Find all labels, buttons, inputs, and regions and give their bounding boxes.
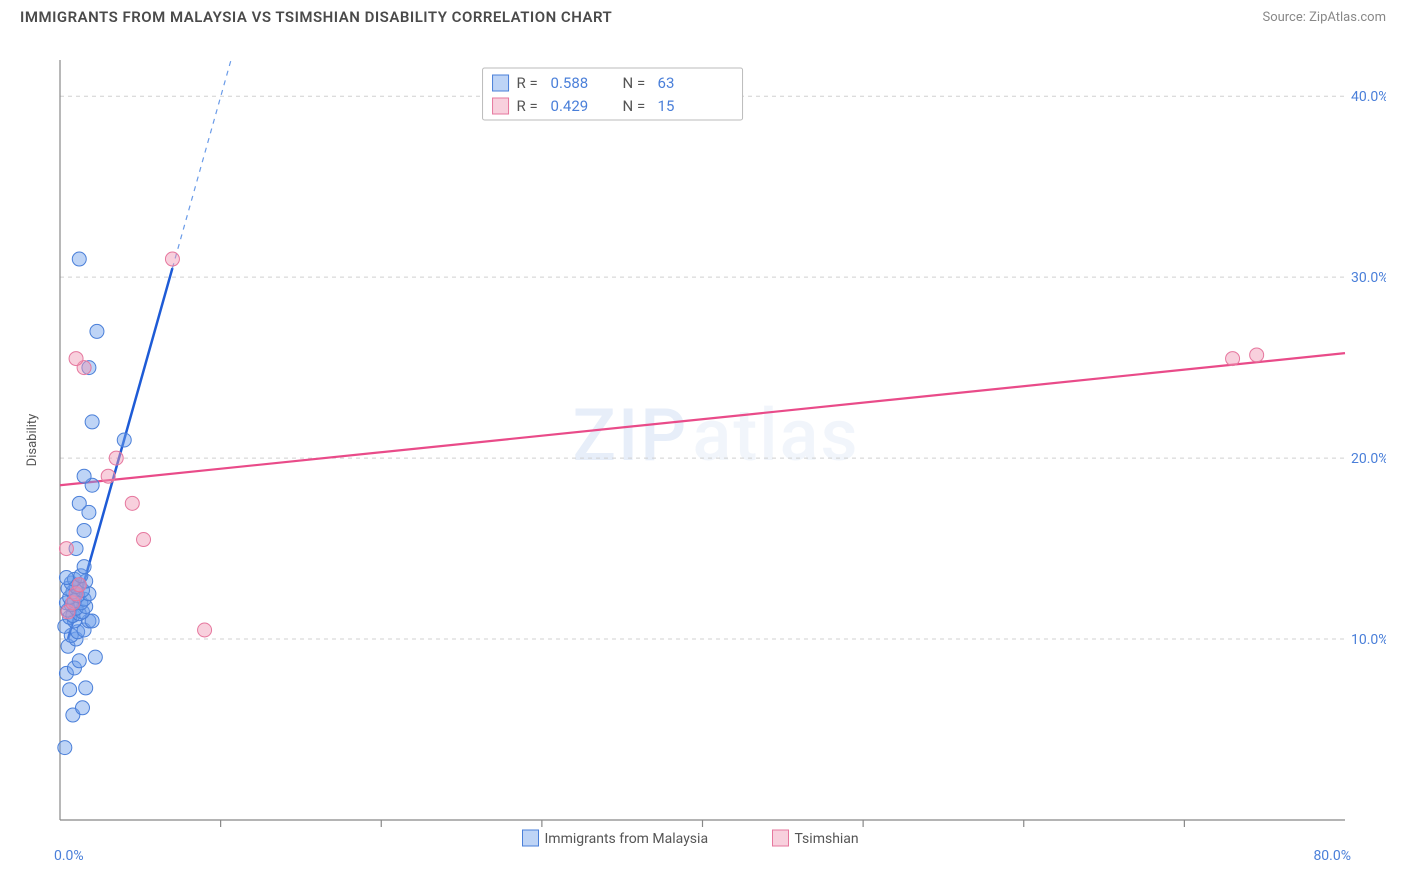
- legend-r-label: R =: [517, 74, 538, 92]
- legend-r-value: 0.588: [551, 74, 589, 92]
- legend-n-label: N =: [623, 97, 646, 115]
- data-point: [165, 252, 179, 266]
- data-point: [72, 578, 86, 592]
- chart-header: IMMIGRANTS FROM MALAYSIA VS TSIMSHIAN DI…: [0, 0, 1406, 30]
- data-point: [77, 469, 91, 483]
- chart-area: ZIPatlas10.0%20.0%30.0%40.0%0.0%80.0%Dis…: [20, 40, 1386, 872]
- legend-n-value: 63: [658, 74, 675, 92]
- data-point: [75, 701, 89, 715]
- data-point: [125, 496, 139, 510]
- data-point: [117, 433, 131, 447]
- data-point: [101, 469, 115, 483]
- data-point: [1226, 352, 1240, 366]
- data-point: [72, 252, 86, 266]
- legend-n-value: 15: [658, 97, 675, 115]
- data-point: [77, 523, 91, 537]
- source-link[interactable]: ZipAtlas.com: [1309, 10, 1386, 25]
- x-tick-label: 80.0%: [1313, 848, 1351, 864]
- y-tick-label: 10.0%: [1351, 632, 1386, 648]
- data-point: [1250, 348, 1264, 362]
- data-point: [90, 324, 104, 338]
- data-point: [85, 415, 99, 429]
- data-point: [59, 542, 73, 556]
- bottom-legend-label: Tsimshian: [795, 831, 859, 847]
- y-tick-label: 40.0%: [1351, 89, 1386, 105]
- data-point: [79, 681, 93, 695]
- source-credit: Source: ZipAtlas.com: [1262, 10, 1386, 25]
- bottom-legend-label: Immigrants from Malaysia: [545, 831, 709, 847]
- bottom-legend-swatch-pink: [773, 830, 789, 846]
- y-tick-label: 30.0%: [1351, 270, 1386, 286]
- data-point: [69, 352, 83, 366]
- legend-r-value: 0.429: [551, 97, 589, 115]
- data-point: [77, 560, 91, 574]
- scatter-chart: ZIPatlas10.0%20.0%30.0%40.0%0.0%80.0%Dis…: [20, 40, 1386, 872]
- watermark-icon: ZIP: [573, 393, 689, 478]
- data-point: [59, 571, 73, 585]
- source-label: Source:: [1262, 10, 1309, 25]
- data-point: [72, 654, 86, 668]
- data-point: [63, 683, 77, 697]
- data-point: [109, 451, 123, 465]
- legend-n-label: N =: [623, 74, 646, 92]
- data-point: [88, 650, 102, 664]
- chart-title: IMMIGRANTS FROM MALAYSIA VS TSIMSHIAN DI…: [20, 8, 612, 26]
- legend-r-label: R =: [517, 97, 538, 115]
- data-point: [137, 533, 151, 547]
- data-point: [198, 623, 212, 637]
- y-axis-label: Disability: [25, 414, 40, 467]
- data-point: [58, 741, 72, 755]
- bottom-legend-swatch-blue: [523, 830, 539, 846]
- legend-swatch-pink: [493, 98, 509, 114]
- y-tick-label: 20.0%: [1351, 451, 1386, 467]
- x-tick-label: 0.0%: [54, 848, 84, 864]
- trend-line-blue-dash: [172, 60, 231, 268]
- legend-swatch-blue: [493, 75, 509, 91]
- data-point: [72, 496, 86, 510]
